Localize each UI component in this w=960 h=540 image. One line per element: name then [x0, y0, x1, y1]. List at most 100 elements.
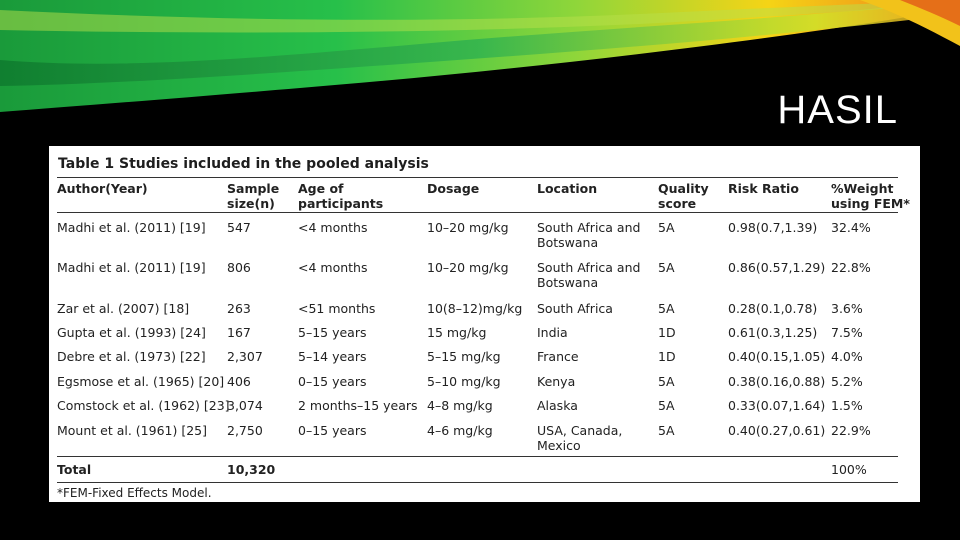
cell-weight-line: 1.5% [831, 398, 863, 413]
cell-weight-line: 32.4% [831, 220, 871, 235]
cell-age-line: 0–15 years [298, 374, 367, 389]
cell-dosage-line: 5–15 mg/kg [427, 349, 501, 364]
cell-author: Mount et al. (1961) [25] [57, 423, 207, 438]
header-quality-score-line: score [658, 196, 697, 211]
cell-author: Madhi et al. (2011) [19] [57, 260, 206, 275]
cell-age-line: 2 months–15 years [298, 398, 418, 413]
cell-sample-size-line: 3,074 [227, 398, 263, 413]
cell-quality-score-line: 5A [658, 301, 675, 316]
cell-quality-score-line: 5A [658, 423, 675, 438]
cell-risk-ratio-line: 0.40(0.15,1.05) [728, 349, 826, 364]
cell-dosage-line: 10–20 mg/kg [427, 260, 509, 275]
cell-dosage: 5–10 mg/kg [427, 374, 501, 389]
cell-weight-line: 5.2% [831, 374, 863, 389]
cell-dosage: 5–15 mg/kg [427, 349, 501, 364]
cell-age: 5–15 years [298, 325, 366, 340]
cell-sample-size-line: 547 [227, 220, 251, 235]
header-quality-score: Quality score [658, 181, 709, 211]
cell-age-line: <4 months [298, 260, 368, 275]
cell-dosage: 15 mg/kg [427, 325, 486, 340]
header-author: Author(Year) [57, 181, 148, 196]
cell-quality-score-line: 5A [658, 220, 675, 235]
cell-weight-line: 22.9% [831, 423, 871, 438]
header-location-line: Location [537, 181, 598, 196]
header-author-line: Author(Year) [57, 181, 148, 196]
cell-age-line: 0–15 years [298, 423, 367, 438]
cell-weight: 22.9% [831, 423, 871, 438]
cell-age-line: <51 months [298, 301, 376, 316]
cell-quality-score: 5A [658, 398, 675, 413]
cell-sample-size: 2,307 [227, 349, 263, 364]
cell-sample-size: 2,750 [227, 423, 263, 438]
cell-location: USA, Canada, Mexico [537, 423, 622, 453]
cell-quality-score-line: 5A [658, 374, 675, 389]
cell-age: 0–15 years [298, 423, 366, 438]
cell-risk-ratio: 0.38(0.16,0.88) [728, 374, 825, 389]
table-caption-label: Table 1 [58, 156, 115, 172]
cell-quality-score: 5A [658, 374, 675, 389]
cell-author-line: Madhi et al. (2011) [19] [57, 220, 206, 235]
cell-quality-score-line: 5A [658, 260, 675, 275]
cell-risk-ratio: 0.98(0.7,1.39) [728, 220, 817, 235]
cell-weight: 7.5% [831, 325, 863, 340]
cell-location: France [537, 349, 579, 364]
cell-weight-line: 22.8% [831, 260, 871, 275]
cell-sample-size: 406 [227, 374, 251, 389]
table-total-rule [57, 456, 898, 457]
cell-location-line: South Africa and [537, 220, 641, 235]
cell-risk-ratio: 0.40(0.15,1.05) [728, 349, 825, 364]
cell-age: <4 months [298, 220, 367, 235]
cell-sample-size-line: 2,307 [227, 349, 263, 364]
cell-dosage: 10–20 mg/kg [427, 260, 509, 275]
cell-location: South Africa and Botswana [537, 260, 640, 290]
cell-sample-size: 3,074 [227, 398, 263, 413]
table-header-rule [57, 212, 898, 213]
cell-location-line: South Africa and [537, 260, 641, 275]
header-dosage: Dosage [427, 181, 479, 196]
cell-risk-ratio-line: 0.28(0.1,0.78) [728, 301, 818, 316]
cell-quality-score: 1D [658, 325, 676, 340]
cell-dosage-line: 10(8–12)mg/kg [427, 301, 523, 316]
header-location: Location [537, 181, 597, 196]
cell-location: Kenya [537, 374, 575, 389]
cell-location-line: USA, Canada, [537, 423, 623, 438]
header-weight-line: using FEM* [831, 196, 910, 211]
cell-weight-line: 7.5% [831, 325, 863, 340]
cell-location: South Africa [537, 301, 613, 316]
cell-age: <4 months [298, 260, 367, 275]
cell-weight: 22.8% [831, 260, 871, 275]
cell-risk-ratio-line: 0.38(0.16,0.88) [728, 374, 826, 389]
cell-location-line: Alaska [537, 398, 578, 413]
cell-location-line: Kenya [537, 374, 576, 389]
cell-risk-ratio: 0.40(0.27,0.61) [728, 423, 825, 438]
results-table: Table 1 Studies included in the pooled a… [49, 146, 920, 502]
cell-weight: 32.4% [831, 220, 871, 235]
cell-quality-score-line: 5A [658, 398, 675, 413]
header-sample-size-line: Sample [227, 181, 280, 196]
cell-dosage-line: 4–6 mg/kg [427, 423, 493, 438]
header-risk-ratio-line: Risk Ratio [728, 181, 799, 196]
cell-sample-size-line: 263 [227, 301, 251, 316]
cell-age: 0–15 years [298, 374, 366, 389]
cell-author: Gupta et al. (1993) [24] [57, 325, 206, 340]
cell-author: Zar et al. (2007) [18] [57, 301, 189, 316]
cell-dosage-line: 15 mg/kg [427, 325, 487, 340]
cell-age: 2 months–15 years [298, 398, 418, 413]
cell-location-line: Mexico [537, 438, 581, 453]
cell-sample-size-line: 167 [227, 325, 251, 340]
header-dosage-line: Dosage [427, 181, 480, 196]
cell-sample-size: 806 [227, 260, 251, 275]
cell-location-line: South Africa [537, 301, 613, 316]
cell-quality-score-line: 1D [658, 325, 676, 340]
cell-risk-ratio-line: 0.86(0.57,1.29) [728, 260, 826, 275]
cell-sample-size: 263 [227, 301, 251, 316]
table-caption-text: Studies included in the pooled analysis [119, 156, 429, 172]
cell-risk-ratio-line: 0.98(0.7,1.39) [728, 220, 818, 235]
cell-author-line: Madhi et al. (2011) [19] [57, 260, 206, 275]
cell-dosage-line: 5–10 mg/kg [427, 374, 501, 389]
slide-title: HASIL [777, 88, 898, 132]
cell-quality-score: 5A [658, 301, 675, 316]
cell-dosage: 4–6 mg/kg [427, 423, 493, 438]
total-label: Total [57, 462, 92, 477]
cell-risk-ratio: 0.28(0.1,0.78) [728, 301, 817, 316]
